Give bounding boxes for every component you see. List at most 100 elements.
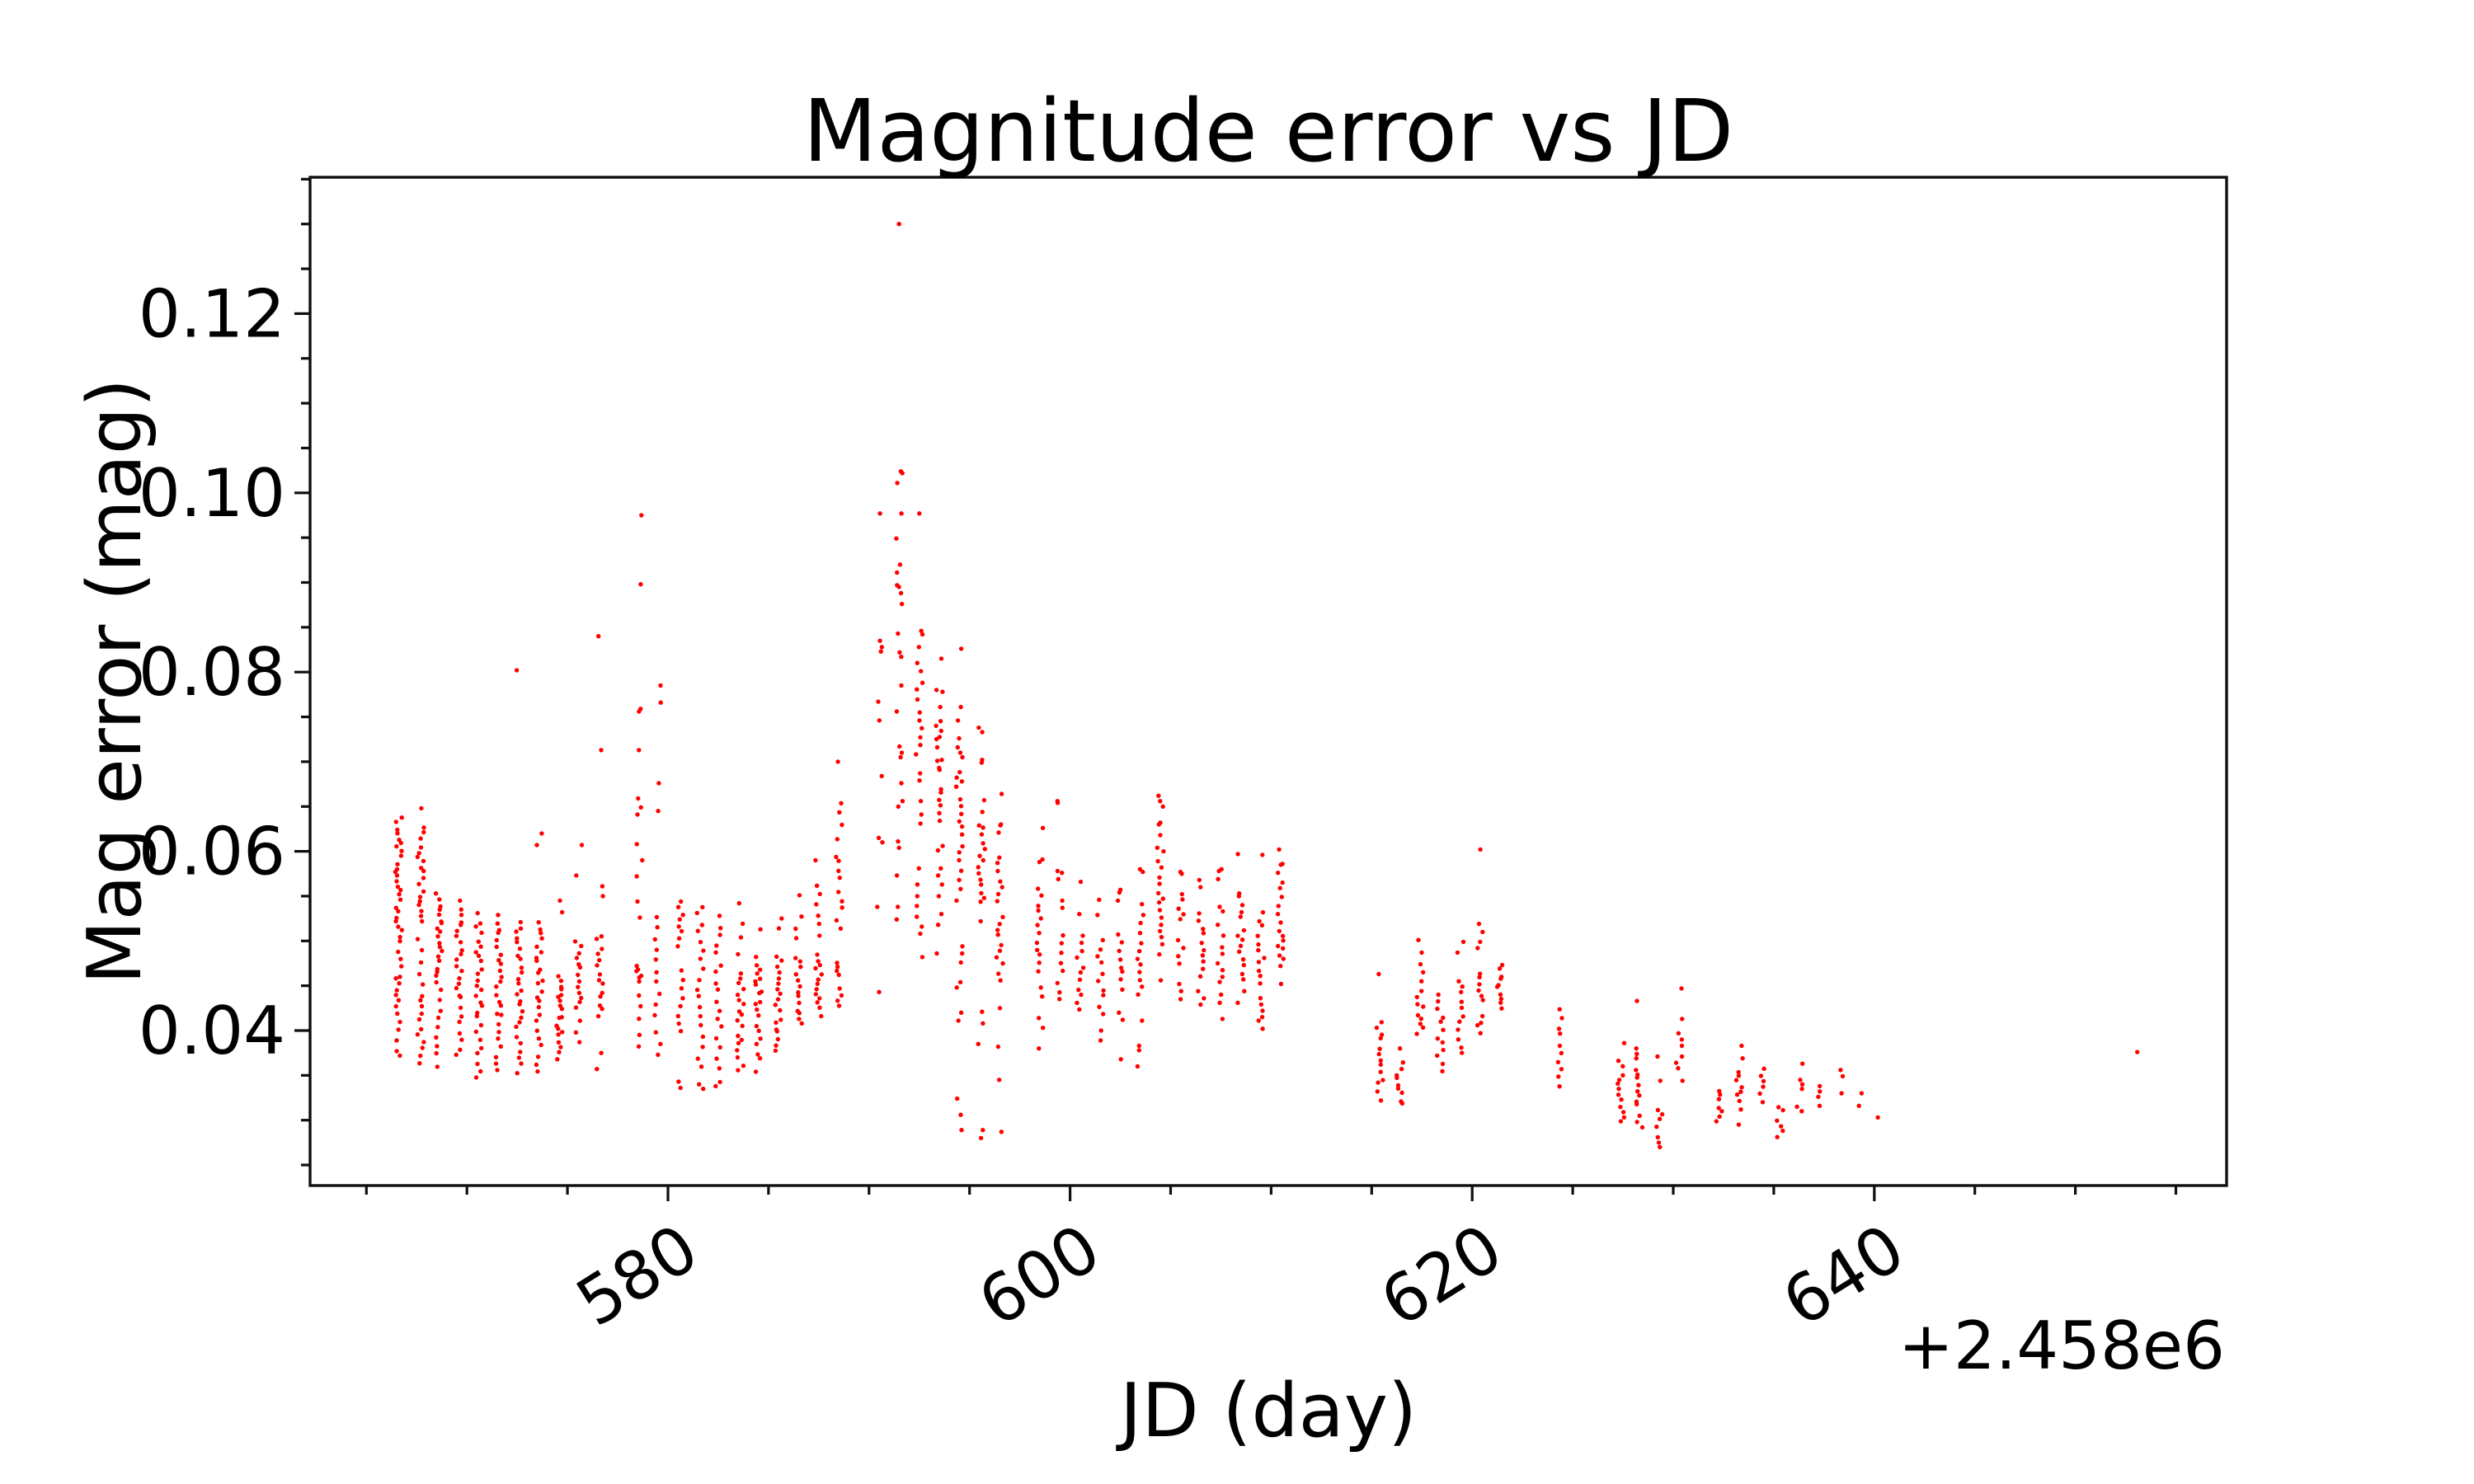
data-point	[514, 668, 520, 673]
data-point	[1060, 905, 1065, 910]
data-point	[877, 638, 882, 643]
data-point	[1079, 948, 1084, 954]
data-point	[1634, 1099, 1639, 1104]
data-point	[778, 1017, 783, 1022]
data-point	[1099, 960, 1104, 965]
data-point	[899, 750, 905, 755]
data-point	[636, 796, 641, 801]
data-point	[899, 511, 904, 516]
data-point	[758, 999, 763, 1005]
data-point	[774, 964, 780, 970]
data-point	[1101, 1012, 1106, 1017]
data-point	[1395, 1073, 1399, 1078]
data-point	[493, 1061, 499, 1066]
data-point	[758, 1036, 763, 1041]
data-point	[998, 978, 1003, 983]
data-point	[1201, 931, 1206, 936]
data-point	[417, 899, 422, 904]
data-point	[495, 921, 501, 926]
data-point	[518, 926, 524, 931]
data-point	[1714, 1119, 1719, 1124]
data-point	[437, 998, 442, 1003]
data-point	[1061, 932, 1065, 938]
data-point	[1056, 876, 1061, 882]
data-point	[1156, 822, 1162, 827]
data-point	[398, 887, 403, 893]
data-point	[1100, 971, 1105, 977]
data-point	[920, 955, 925, 960]
data-point	[957, 850, 962, 855]
data-point	[1217, 1000, 1222, 1006]
data-point	[494, 944, 499, 950]
data-point	[1275, 912, 1281, 917]
data-point	[1277, 847, 1282, 852]
data-point	[539, 831, 544, 836]
data-point	[417, 1061, 422, 1066]
data-point	[1477, 974, 1482, 980]
data-point	[793, 936, 799, 941]
data-point	[919, 628, 924, 633]
data-point	[1278, 981, 1284, 987]
data-point	[1057, 990, 1062, 995]
data-point	[978, 877, 983, 882]
data-point	[954, 775, 959, 780]
data-point	[957, 979, 963, 985]
data-point	[735, 993, 741, 998]
data-point	[1719, 1109, 1724, 1114]
data-point	[597, 958, 602, 963]
data-point	[1761, 1066, 1766, 1072]
data-point	[638, 973, 644, 979]
data-point	[754, 1041, 760, 1047]
data-point	[736, 998, 741, 1003]
data-point	[797, 959, 802, 964]
data-point	[915, 660, 920, 665]
data-point	[398, 853, 404, 858]
data-point	[1139, 941, 1144, 946]
data-point	[652, 1012, 657, 1018]
data-point	[679, 899, 684, 904]
data-point	[579, 843, 585, 848]
data-point	[1036, 886, 1041, 891]
data-point	[1399, 1090, 1404, 1096]
data-point	[954, 898, 959, 904]
data-point	[557, 1003, 562, 1008]
data-point	[1078, 879, 1084, 885]
data-point	[1239, 971, 1245, 977]
data-point	[421, 825, 426, 830]
data-point	[835, 998, 840, 1003]
data-point	[496, 913, 501, 918]
data-point	[1000, 914, 1005, 920]
data-point	[654, 979, 659, 984]
data-point	[977, 853, 982, 858]
data-point	[918, 821, 923, 826]
data-point	[1780, 1128, 1785, 1134]
data-point	[418, 998, 423, 1003]
data-point	[1655, 1107, 1661, 1113]
data-point	[896, 845, 901, 851]
data-point	[698, 1064, 704, 1069]
data-point	[959, 824, 965, 829]
data-point	[1239, 903, 1245, 908]
data-point	[1079, 992, 1084, 998]
data-point	[938, 803, 943, 808]
data-point	[1679, 1054, 1685, 1059]
data-point	[1181, 946, 1186, 951]
data-point	[819, 972, 824, 977]
data-point	[1097, 1004, 1102, 1010]
data-point	[1739, 1085, 1744, 1090]
data-point	[1281, 938, 1286, 943]
data-point	[1217, 979, 1222, 984]
data-point	[474, 1013, 479, 1019]
data-point	[1399, 1067, 1404, 1072]
data-point	[958, 886, 963, 892]
data-point	[816, 913, 821, 918]
data-point	[515, 940, 520, 945]
data-point	[677, 917, 682, 922]
data-point	[1280, 880, 1285, 885]
data-point	[516, 1055, 522, 1060]
data-point	[594, 937, 600, 942]
data-point	[1716, 1106, 1721, 1111]
data-point	[1278, 862, 1283, 867]
data-point	[558, 984, 564, 989]
